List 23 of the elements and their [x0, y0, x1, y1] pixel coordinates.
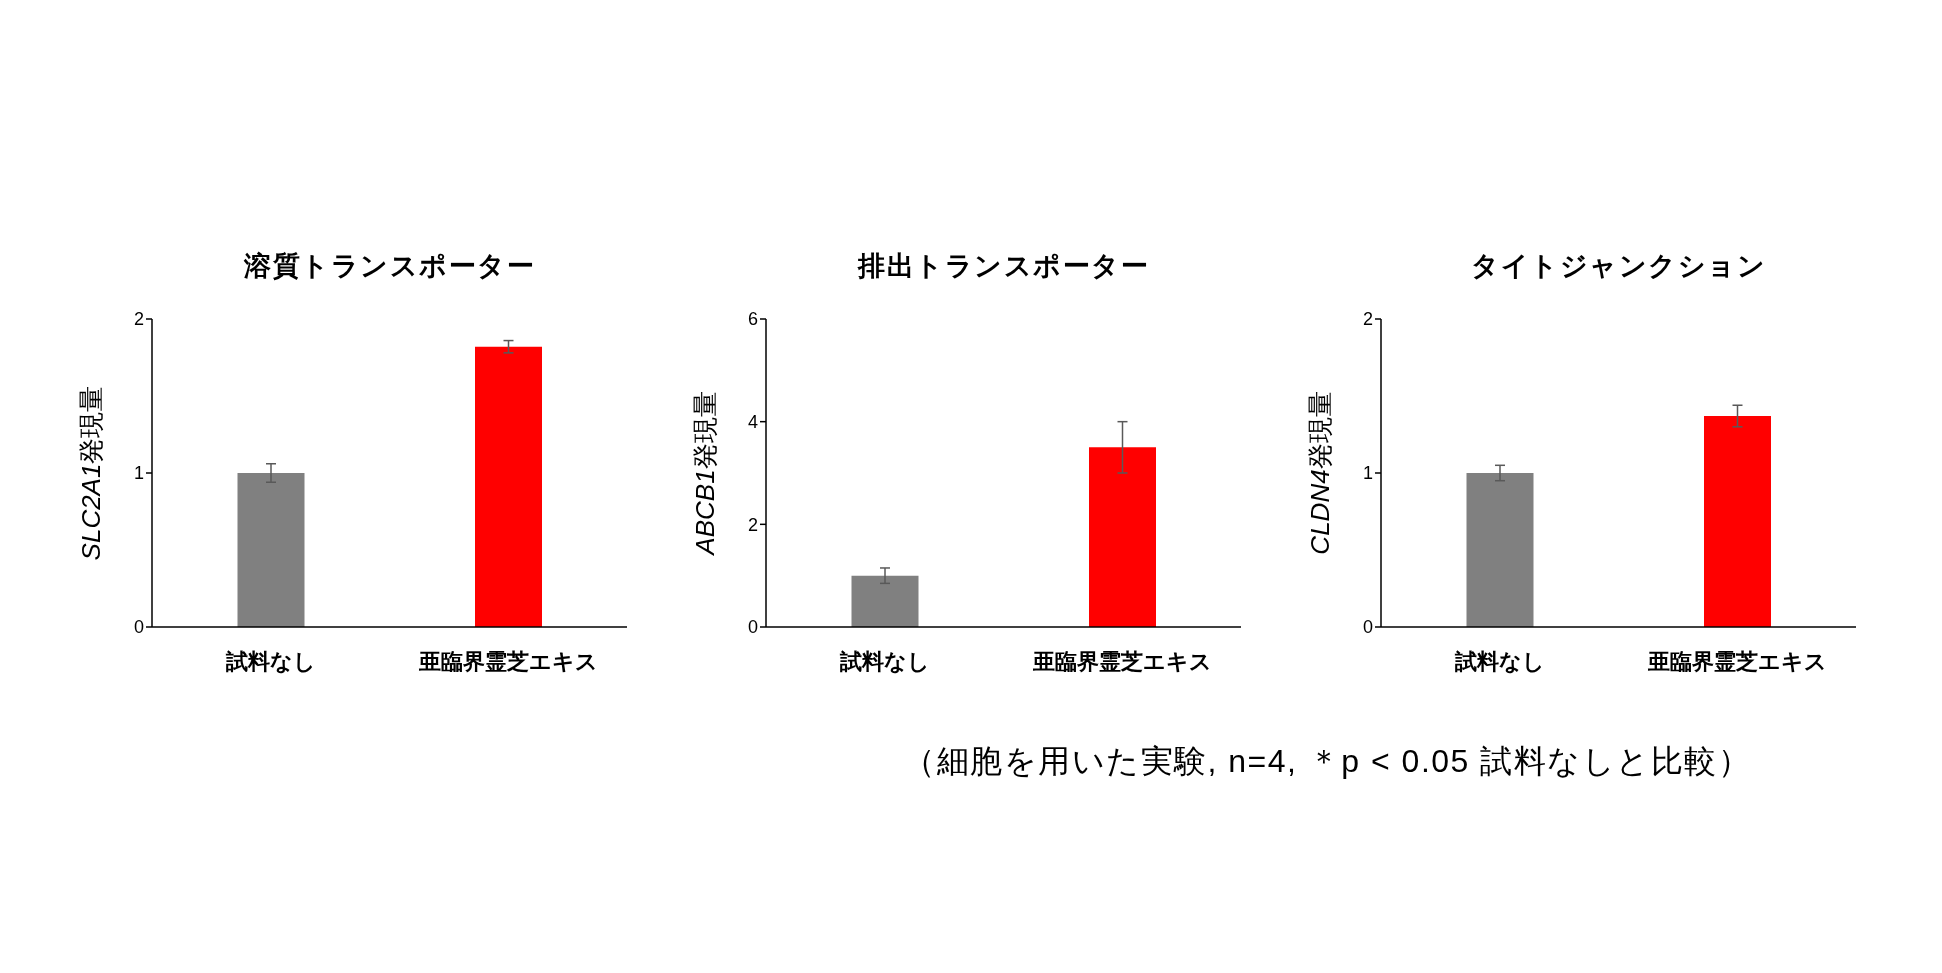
y-tick-label: 4	[747, 412, 758, 433]
y-tick-label: 0	[747, 617, 758, 638]
y-axis-title: CLDN4発現量	[1305, 391, 1335, 555]
x-tick-label: 亜臨界霊芝エキス	[1646, 648, 1827, 674]
y-axis-title: ABCB1発現量	[690, 391, 720, 557]
y-tick-label: 2	[1362, 309, 1373, 330]
chart-title: タイトジャンクション	[1470, 250, 1767, 283]
y-tick-label: 2	[747, 514, 758, 535]
y-tick-label: 2	[133, 309, 144, 330]
x-tick-label: 試料なし	[224, 648, 316, 674]
x-tick-label: 亜臨界霊芝エキス	[417, 648, 598, 674]
text: （細胞を用いた実験, n=4, ＊p < 0.05 試料なしと比較）	[903, 742, 1752, 781]
chart-title: 排出トランスポーター	[856, 250, 1150, 283]
x-tick-label: 試料なし	[838, 648, 930, 674]
y-tick-label: 0	[133, 617, 144, 638]
y-tick-label: 1	[1362, 463, 1373, 484]
x-tick-label: 亜臨界霊芝エキス	[1031, 648, 1212, 674]
y-tick-label: 1	[133, 463, 144, 484]
y-tick-label: 6	[747, 309, 758, 330]
x-tick-label: 試料なし	[1453, 648, 1545, 674]
y-tick-label: 0	[1362, 617, 1373, 638]
y-axis-title: SLC2A1発現量	[76, 385, 106, 561]
chart-title: 溶質トランスポーター	[243, 250, 536, 283]
